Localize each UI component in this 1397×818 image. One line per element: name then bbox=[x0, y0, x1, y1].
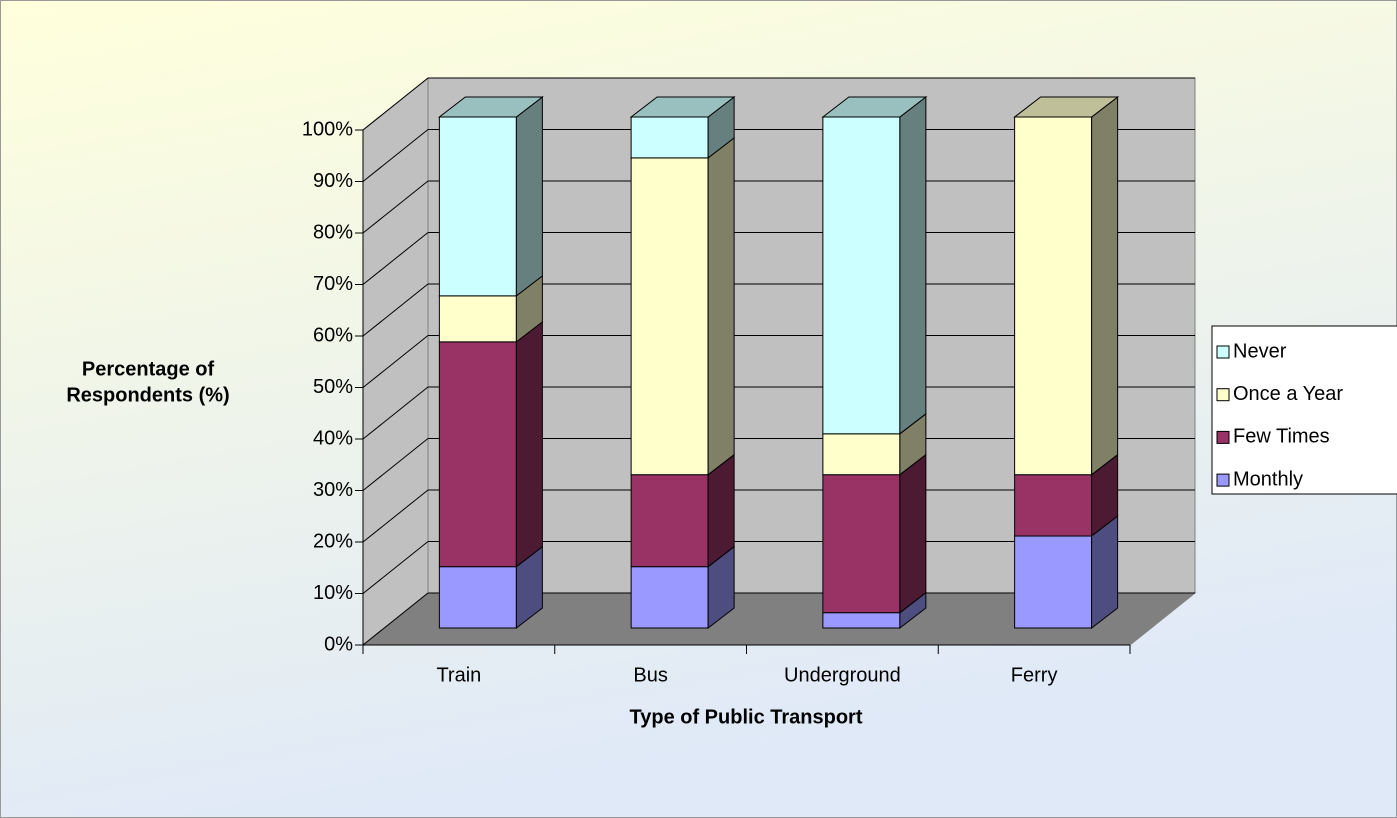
plot-area bbox=[361, 76, 1197, 647]
x-tick-label: Underground bbox=[784, 664, 901, 686]
bar-segment bbox=[630, 474, 709, 568]
grid-line bbox=[362, 129, 429, 182]
y-tick-label: 100% bbox=[302, 118, 353, 140]
bar-side bbox=[1091, 95, 1119, 476]
y-tick-label: 70% bbox=[313, 273, 353, 295]
bar-side bbox=[899, 95, 927, 435]
bar-top bbox=[629, 96, 736, 118]
bar-top bbox=[821, 96, 928, 118]
grid-line bbox=[362, 489, 429, 543]
legend-label: Few Times bbox=[1233, 426, 1330, 448]
legend-swatch bbox=[1216, 388, 1230, 402]
legend-swatch bbox=[1216, 345, 1230, 359]
grid-line bbox=[362, 335, 429, 388]
bar-side bbox=[899, 453, 927, 614]
x-tick-label: Bus bbox=[633, 664, 667, 686]
grid-line bbox=[362, 592, 429, 646]
bar-segment bbox=[438, 341, 517, 568]
y-tick-label: 80% bbox=[313, 221, 353, 243]
bar-segment bbox=[822, 612, 901, 629]
legend-label: Monthly bbox=[1233, 468, 1303, 490]
x-tick-label: Ferry bbox=[1011, 664, 1058, 686]
bar-segment bbox=[630, 116, 709, 159]
bar-segment bbox=[1014, 535, 1093, 629]
bar-side bbox=[515, 320, 543, 568]
legend bbox=[1211, 325, 1397, 495]
y-axis-title: Respondents (%) bbox=[66, 384, 229, 406]
grid-line bbox=[362, 180, 429, 234]
y-tick-label: 60% bbox=[313, 324, 353, 346]
legend-swatch bbox=[1216, 430, 1230, 444]
grid-line bbox=[362, 77, 429, 131]
bar-side bbox=[515, 95, 543, 297]
y-tick-label: 30% bbox=[313, 479, 353, 501]
bar-top bbox=[437, 96, 544, 118]
bar-segment bbox=[438, 566, 517, 629]
grid-line bbox=[362, 438, 429, 491]
grid-line bbox=[362, 232, 429, 285]
y-tick-label: 0% bbox=[324, 633, 353, 655]
y-tick-label: 20% bbox=[313, 530, 353, 552]
bar-segment bbox=[822, 116, 901, 435]
legend-label: Once a Year bbox=[1233, 383, 1343, 405]
grid-line bbox=[362, 283, 429, 337]
grid-line bbox=[362, 541, 429, 594]
bar-segment bbox=[1014, 474, 1093, 537]
bar-segment bbox=[630, 566, 709, 629]
y-axis-title: Percentage of bbox=[82, 358, 215, 380]
grid-line bbox=[362, 386, 429, 440]
bar-segment bbox=[1014, 116, 1093, 476]
y-tick-label: 10% bbox=[313, 582, 353, 604]
y-tick-label: 90% bbox=[313, 170, 353, 192]
bar-segment bbox=[438, 295, 517, 343]
x-tick-label: Train bbox=[436, 664, 481, 686]
bar-segment bbox=[822, 433, 901, 476]
bar-segment bbox=[630, 157, 709, 476]
y-tick-label: 40% bbox=[313, 427, 353, 449]
bar-segment bbox=[438, 116, 517, 297]
bar-top bbox=[1013, 96, 1120, 118]
x-axis-title: Type of Public Transport bbox=[630, 706, 863, 728]
bar-side bbox=[707, 136, 735, 476]
bar-segment bbox=[822, 474, 901, 614]
legend-swatch bbox=[1216, 473, 1230, 487]
legend-label: Never bbox=[1233, 340, 1287, 362]
y-tick-label: 50% bbox=[313, 376, 353, 398]
